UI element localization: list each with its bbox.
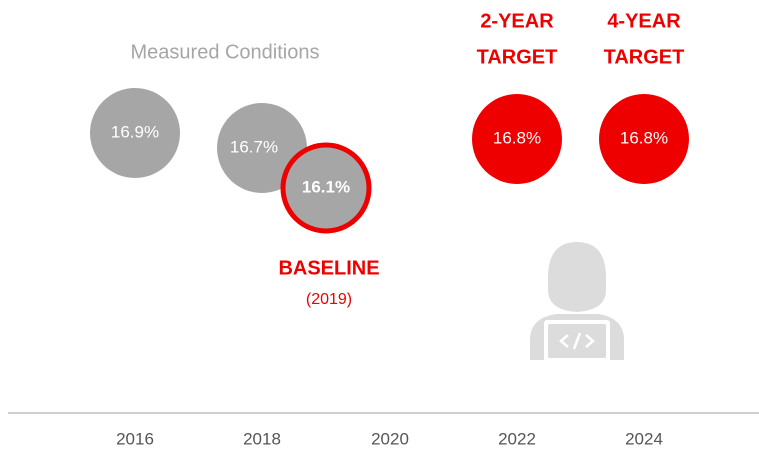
year-label: 2022 (498, 429, 536, 448)
baseline-title: BASELINE (278, 257, 379, 279)
title: Measured Conditions (131, 41, 320, 63)
year-label: 2018 (243, 429, 281, 448)
target-label: 16.8% (493, 128, 541, 147)
baseline-label: 16.1% (302, 177, 350, 196)
target-heading: 2-YEAR (480, 10, 554, 32)
target-circle (472, 94, 562, 184)
baseline-circle (280, 142, 372, 234)
year-label: 2016 (116, 429, 154, 448)
target-label: 16.8% (620, 128, 668, 147)
target-heading: TARGET (477, 46, 558, 68)
code-symbol (559, 332, 595, 350)
year-label: 2024 (625, 429, 663, 448)
target-heading: 4-YEAR (607, 10, 681, 32)
target-heading: TARGET (604, 46, 685, 68)
target-circle (599, 94, 689, 184)
baseline-year: (2019) (306, 291, 352, 308)
measured-label: 16.9% (111, 122, 159, 141)
year-label: 2020 (371, 429, 409, 448)
measured-circle (90, 88, 180, 178)
measured-label: 16.7% (230, 137, 278, 156)
